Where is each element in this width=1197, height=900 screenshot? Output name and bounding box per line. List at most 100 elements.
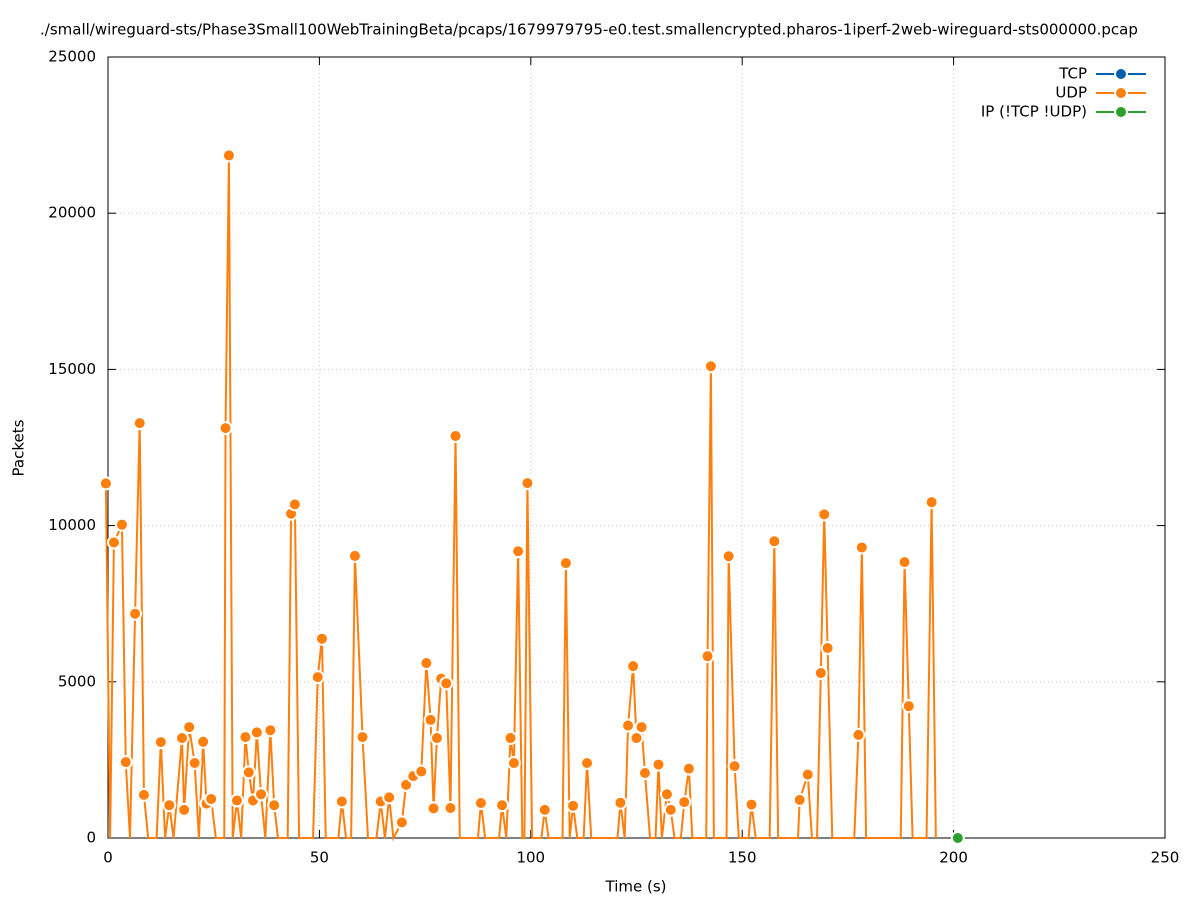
- data-point: [249, 725, 264, 740]
- data-point: [820, 641, 835, 656]
- y-tick-label: 10000: [48, 516, 96, 534]
- data-point: [132, 416, 147, 431]
- data-point: [677, 795, 692, 810]
- data-point: [229, 793, 244, 808]
- data-point: [580, 756, 595, 771]
- data-point: [448, 428, 463, 443]
- data-point: [204, 791, 219, 806]
- data-point: [629, 731, 644, 746]
- data-point: [241, 765, 256, 780]
- data-point: [182, 720, 197, 735]
- data-point: [817, 507, 832, 522]
- data-point: [98, 476, 113, 491]
- x-tick-label: 200: [939, 849, 968, 867]
- data-point: [238, 730, 253, 745]
- data-point: [394, 815, 409, 830]
- data-point: [174, 731, 189, 746]
- y-tick-label: 5000: [58, 672, 96, 690]
- data-point: [347, 548, 362, 563]
- data-point: [136, 787, 151, 802]
- data-point: [196, 734, 211, 749]
- data-point: [503, 731, 518, 746]
- x-tick-label: 150: [728, 849, 757, 867]
- data-point: [700, 649, 715, 664]
- data-point: [663, 802, 678, 817]
- data-point: [854, 540, 869, 555]
- data-point: [637, 766, 652, 781]
- data-point: [355, 730, 370, 745]
- x-tick-label: 250: [1151, 849, 1180, 867]
- y-tick-label: 0: [86, 829, 96, 847]
- data-point: [634, 720, 649, 735]
- data-point: [566, 798, 581, 813]
- plot-frame: [107, 56, 1166, 839]
- data-point: [443, 801, 458, 816]
- data-point: [613, 795, 628, 810]
- y-tick-label: 15000: [48, 360, 96, 378]
- data-point: [419, 656, 434, 671]
- data-point: [897, 555, 912, 570]
- x-tick-label: 0: [103, 849, 113, 867]
- data-point: [162, 798, 177, 813]
- data-point: [727, 759, 742, 774]
- data-point: [681, 761, 696, 776]
- data-point: [721, 549, 736, 564]
- data-point: [314, 631, 329, 646]
- data-point: [473, 796, 488, 811]
- legend-swatch: [1114, 67, 1128, 81]
- data-point: [106, 535, 121, 550]
- data-point: [287, 497, 302, 512]
- data-point: [950, 831, 965, 845]
- data-point: [399, 777, 414, 792]
- data-point: [767, 534, 782, 549]
- data-point: [703, 359, 718, 374]
- data-point: [626, 659, 641, 674]
- data-point: [429, 731, 444, 746]
- x-tick-label: 50: [310, 849, 329, 867]
- series-line: [104, 155, 937, 842]
- data-point: [221, 148, 236, 163]
- data-point: [495, 798, 510, 813]
- data-point: [426, 801, 441, 816]
- data-point: [813, 666, 828, 681]
- data-point: [659, 787, 674, 802]
- data-point: [153, 735, 168, 750]
- legend-label: IP (!TCP !UDP): [981, 103, 1087, 121]
- y-tick-label: 20000: [48, 204, 96, 222]
- data-point: [439, 676, 454, 691]
- data-point: [924, 495, 939, 510]
- data-point: [423, 712, 438, 727]
- legend-label: UDP: [1055, 84, 1087, 102]
- data-point: [187, 756, 202, 771]
- data-point: [218, 421, 233, 436]
- data-point: [851, 727, 866, 742]
- data-point: [263, 723, 278, 738]
- data-point: [128, 606, 143, 621]
- data-point: [651, 757, 666, 772]
- x-axis-label: Time (s): [605, 878, 667, 896]
- legend-swatch: [1114, 105, 1128, 119]
- data-point: [621, 718, 636, 733]
- x-tick-label: 100: [516, 849, 545, 867]
- chart-title: ./small/wireguard-sts/Phase3Small100WebT…: [40, 21, 1138, 39]
- data-point: [254, 787, 269, 802]
- data-point: [114, 517, 129, 532]
- data-point: [744, 797, 759, 812]
- data-point: [310, 670, 325, 685]
- data-point: [382, 790, 397, 805]
- data-point: [800, 767, 815, 782]
- data-point: [558, 556, 573, 571]
- data-point: [414, 764, 429, 779]
- data-point: [267, 798, 282, 813]
- data-point: [334, 794, 349, 809]
- data-point: [537, 802, 552, 817]
- y-axis-label: Packets: [10, 419, 28, 476]
- data-point: [901, 699, 916, 714]
- data-point: [118, 755, 133, 770]
- data-point: [511, 544, 526, 559]
- data-point: [506, 756, 521, 771]
- y-tick-label: 25000: [48, 48, 96, 66]
- legend-swatch: [1114, 86, 1128, 100]
- data-point: [520, 476, 535, 491]
